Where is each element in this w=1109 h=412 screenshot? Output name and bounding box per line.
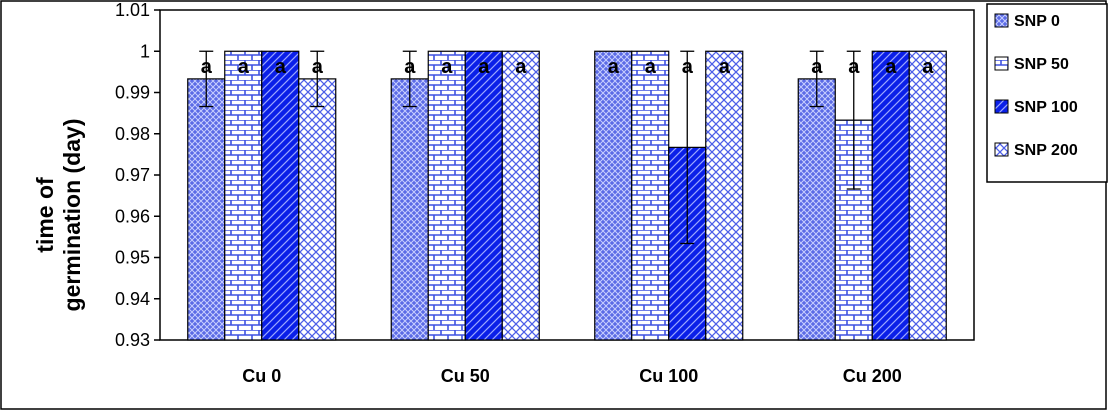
bar-marks [187, 50, 947, 341]
significance-letter: a [848, 56, 860, 78]
legend-swatch [994, 99, 1009, 114]
x-category-label: Cu 200 [843, 366, 902, 386]
significance-letter: a [645, 56, 657, 78]
y-tick-label: 0.97 [115, 165, 150, 185]
y-axis-title-line-1: time of [32, 177, 58, 253]
x-axis: Cu 0 Cu 50 Cu 100 Cu 200 [242, 366, 902, 386]
x-category-label: Cu 0 [242, 366, 281, 386]
bar-snp-0-cu-200 [797, 78, 836, 341]
significance-letter: a [515, 56, 527, 78]
bar-snp-200-cu-50 [501, 50, 540, 341]
bar-snp-200-cu-200 [908, 50, 947, 341]
legend-label: SNP 50 [1014, 56, 1069, 73]
legend-label: SNP 100 [1014, 99, 1078, 116]
bar-snp-100-cu-200 [871, 50, 910, 341]
bar-snp-50-cu-50 [427, 50, 466, 341]
significance-letter: a [478, 56, 490, 78]
legend-label: SNP 0 [1014, 13, 1060, 30]
y-tick-label: 0.99 [115, 83, 150, 103]
x-category-label: Cu 100 [639, 366, 698, 386]
significance-letter: a [441, 56, 453, 78]
legend-swatch [994, 13, 1009, 28]
significance-letter: a [404, 56, 416, 78]
bar-snp-0-cu-0 [187, 78, 226, 341]
bar-snp-0-cu-100 [594, 50, 633, 341]
legend-swatch [994, 56, 1009, 71]
significance-letter: a [719, 56, 731, 78]
significance-letter: a [682, 56, 694, 78]
y-tick-label: 0.94 [115, 289, 150, 309]
legend: SNP 0 SNP 50 SNP 100 SNP 200 [986, 3, 1108, 183]
significance-letter: a [238, 56, 250, 78]
bar-snp-50-cu-200 [834, 119, 873, 341]
y-tick-label: 1.01 [115, 0, 150, 20]
significance-letter: a [885, 56, 897, 78]
legend-swatch [994, 142, 1009, 157]
bar-snp-100-cu-50 [464, 50, 503, 341]
x-category-label: Cu 50 [441, 366, 490, 386]
legend-label: SNP 200 [1014, 142, 1078, 159]
significance-letter: a [275, 56, 287, 78]
y-tick-label: 0.96 [115, 206, 150, 226]
significance-letter: a [312, 56, 324, 78]
bar-snp-50-cu-0 [224, 50, 263, 341]
y-tick-label: 0.95 [115, 248, 150, 268]
y-tick-label: 0.93 [115, 330, 150, 350]
bar-snp-100-cu-0 [261, 50, 300, 341]
y-axis: 0.93 0.94 0.95 0.96 0.97 0.98 0.99 1 1.01 [115, 0, 160, 350]
bar-snp-0-cu-50 [390, 78, 429, 341]
significance-letter: a [811, 56, 823, 78]
significance-letter: a [608, 56, 620, 78]
error-bars [199, 50, 861, 245]
bar-snp-200-cu-0 [298, 78, 337, 341]
y-tick-label: 1 [140, 41, 150, 61]
bar-snp-50-cu-100 [631, 50, 670, 341]
bar-snp-200-cu-100 [705, 50, 744, 341]
y-tick-label: 0.98 [115, 124, 150, 144]
significance-letter: a [201, 56, 213, 78]
significance-letter: a [922, 56, 934, 78]
y-axis-title-line-2: germination (day) [59, 119, 85, 312]
